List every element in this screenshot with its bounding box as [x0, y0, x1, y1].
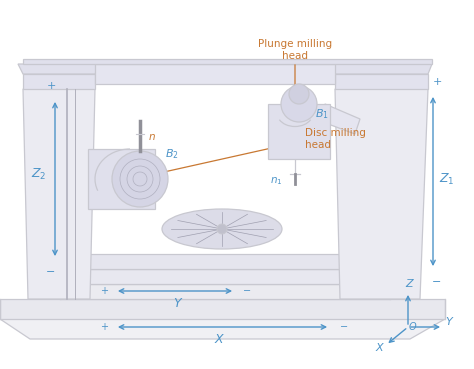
Text: +: +: [46, 81, 55, 91]
Text: $Y$: $Y$: [173, 297, 183, 310]
Polygon shape: [23, 89, 95, 299]
Polygon shape: [335, 89, 428, 299]
Text: $B_2$: $B_2$: [165, 147, 179, 161]
Polygon shape: [268, 104, 330, 159]
Text: −: −: [340, 322, 348, 332]
Text: $Z_1$: $Z_1$: [439, 172, 455, 187]
Polygon shape: [0, 299, 445, 319]
Polygon shape: [23, 74, 95, 89]
Text: Disc milling
head: Disc milling head: [305, 128, 366, 150]
Text: −: −: [432, 277, 442, 287]
Text: $n_1$: $n_1$: [271, 175, 283, 187]
Text: $n$: $n$: [148, 132, 156, 142]
Text: −: −: [243, 286, 251, 296]
Text: $B_1$: $B_1$: [315, 107, 329, 121]
Polygon shape: [85, 254, 360, 269]
Text: $X$: $X$: [375, 341, 385, 353]
Text: $Z$: $Z$: [405, 277, 415, 289]
Polygon shape: [335, 74, 428, 89]
Polygon shape: [23, 59, 432, 64]
Polygon shape: [320, 104, 360, 134]
Polygon shape: [330, 64, 432, 74]
Text: $Z_2$: $Z_2$: [31, 166, 47, 182]
Polygon shape: [88, 149, 155, 209]
Circle shape: [289, 84, 309, 104]
Text: $X$: $X$: [214, 333, 226, 346]
Circle shape: [281, 86, 317, 122]
Polygon shape: [95, 64, 335, 84]
Text: $O$: $O$: [409, 320, 418, 332]
Ellipse shape: [162, 209, 282, 249]
Circle shape: [217, 224, 227, 234]
Polygon shape: [60, 284, 390, 299]
Polygon shape: [18, 64, 100, 74]
Text: $Y$: $Y$: [445, 315, 455, 327]
Polygon shape: [0, 319, 445, 339]
Circle shape: [112, 151, 168, 207]
Polygon shape: [80, 269, 370, 284]
Text: +: +: [432, 77, 442, 87]
Text: +: +: [100, 322, 108, 332]
Text: −: −: [46, 267, 55, 277]
Text: Plunge milling
head: Plunge milling head: [258, 39, 332, 61]
Text: +: +: [100, 286, 108, 296]
